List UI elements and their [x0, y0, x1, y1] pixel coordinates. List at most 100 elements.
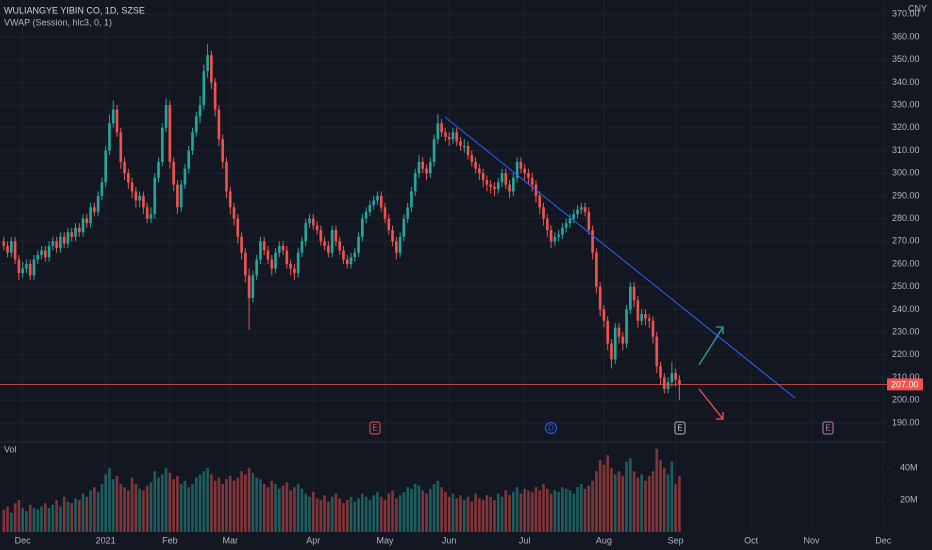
candle-body — [300, 241, 304, 253]
candle-body — [662, 377, 666, 389]
candle-body — [164, 105, 168, 128]
candle-body — [591, 229, 594, 253]
volume-bar — [568, 490, 572, 532]
volume-bar — [255, 477, 258, 532]
volume-bar — [81, 493, 85, 532]
volume-label: Vol — [4, 444, 17, 454]
candle-body — [123, 161, 126, 174]
volume-bar — [512, 492, 515, 532]
volume-bar — [432, 484, 436, 532]
candle-body — [115, 109, 119, 133]
candle-body — [651, 320, 655, 337]
candle-body — [327, 245, 330, 253]
volume-bar — [470, 501, 474, 532]
candle-body — [62, 236, 66, 244]
volume-bar — [519, 493, 523, 532]
volume-bar — [621, 476, 625, 532]
volume-bar — [474, 493, 477, 532]
event-label: D — [548, 424, 554, 433]
volume-bar — [153, 471, 157, 532]
candle-body — [334, 229, 338, 242]
candle-body — [629, 286, 632, 310]
candle-body — [432, 139, 436, 162]
candle-body — [421, 161, 425, 169]
candle-body — [496, 182, 500, 190]
volume-bar — [557, 492, 560, 532]
candle-body — [259, 241, 262, 260]
last-price-label: 207.00 — [891, 379, 919, 389]
volume-bar — [338, 498, 342, 532]
volume-pane — [2, 448, 681, 532]
candle-body — [149, 214, 153, 219]
volume-bar — [217, 477, 221, 532]
y-tick-label: 290.00 — [892, 190, 920, 200]
candle-body — [647, 318, 651, 321]
volume-bar — [311, 492, 315, 532]
volume-bar — [357, 498, 360, 532]
volume-bar — [123, 487, 126, 532]
candle-body — [296, 252, 300, 274]
candle-body — [519, 161, 523, 169]
volume-bar — [213, 480, 217, 532]
candle-body — [21, 268, 24, 274]
candle-body — [447, 136, 451, 140]
candle-body — [436, 123, 440, 140]
candles — [2, 43, 681, 401]
candle-body — [119, 132, 123, 162]
event-marker[interactable]: E — [674, 421, 686, 435]
volume-bar — [93, 487, 96, 532]
volume-bar — [625, 461, 628, 532]
candle-body — [376, 195, 379, 201]
candle-body — [364, 211, 368, 219]
volume-bar — [606, 455, 610, 532]
candle-body — [247, 275, 251, 299]
candle-body — [100, 182, 104, 196]
volume-bar — [428, 488, 432, 532]
candle-body — [564, 223, 568, 228]
event-marker[interactable]: D — [545, 422, 557, 434]
volume-bar — [598, 460, 602, 532]
candle-body — [368, 205, 372, 212]
volume-bar — [361, 493, 364, 532]
candle-body — [93, 207, 96, 212]
volume-bar — [564, 488, 568, 532]
candle-body — [379, 195, 383, 208]
candle-body — [512, 177, 515, 192]
candle-body — [345, 259, 349, 265]
volume-bar — [489, 496, 493, 532]
candle-body — [134, 191, 138, 201]
candle-body — [262, 241, 266, 251]
down-arrow — [698, 388, 724, 420]
volume-bar — [157, 477, 160, 532]
volume-bar — [285, 482, 289, 532]
x-tick-label: Dec — [15, 535, 32, 545]
y-tick-label: 250.00 — [892, 281, 920, 291]
candle-body — [160, 127, 164, 162]
volume-bar — [259, 479, 262, 532]
candle-body — [210, 55, 213, 83]
volume-bar — [232, 480, 236, 532]
candle-body — [266, 250, 270, 260]
candle-body — [451, 132, 455, 140]
volume-bar — [659, 460, 662, 532]
candle-body — [138, 195, 141, 201]
volume-bar — [425, 493, 428, 532]
candle-body — [323, 241, 326, 246]
volume-bar — [376, 492, 379, 532]
candle-body — [172, 161, 175, 185]
volume-bar — [6, 506, 9, 532]
indicator-label: VWAP (Session, hlc3, 0, 1) — [4, 17, 112, 27]
candle-body — [89, 207, 92, 224]
candle-body — [349, 257, 353, 265]
volume-bar — [466, 496, 470, 532]
event-marker[interactable]: E — [369, 421, 381, 435]
candle-body — [338, 241, 342, 251]
candle-body — [96, 195, 100, 212]
event-marker[interactable]: E — [822, 421, 834, 435]
y-tick-label: 370.00 — [892, 9, 920, 19]
candle-body — [466, 145, 470, 156]
candle-body — [111, 109, 115, 124]
candle-body — [55, 241, 58, 249]
volume-bar — [127, 490, 130, 532]
